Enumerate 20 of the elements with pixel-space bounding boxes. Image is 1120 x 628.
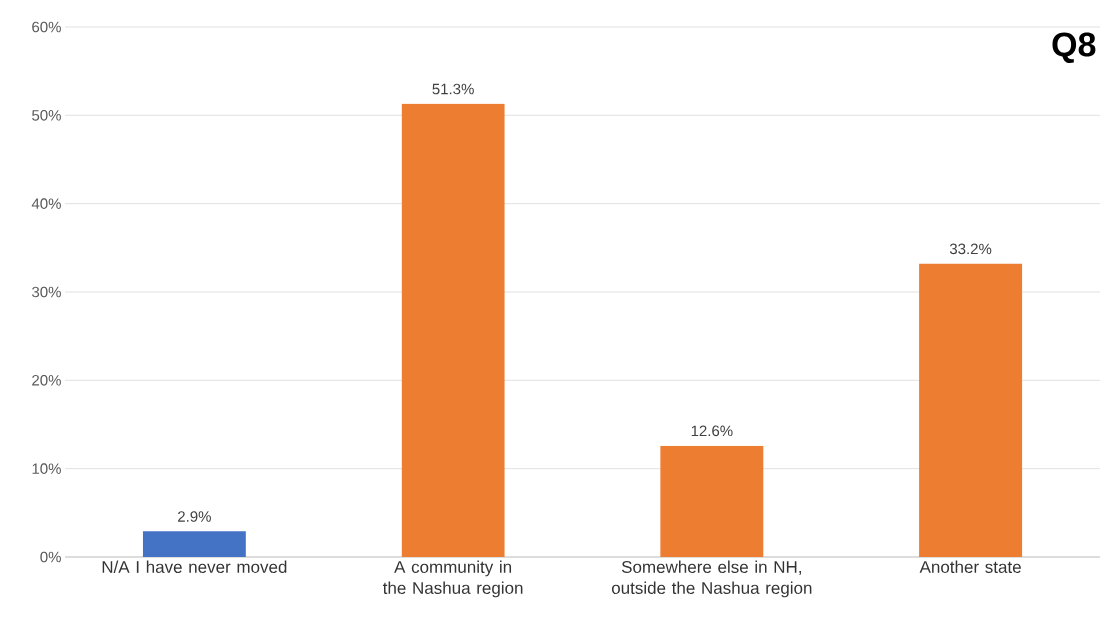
x-tick-label: Another state <box>919 560 1021 574</box>
y-tick-label: 20% <box>32 375 61 386</box>
x-tick-label: Somewhere else in NH, outside the Nashua region <box>611 560 812 598</box>
y-tick-label: 40% <box>31 198 61 209</box>
bar <box>142 531 246 557</box>
chart-title: Q8 <box>1052 32 1096 63</box>
data-label: 12.6% <box>691 425 733 437</box>
data-label: 2.9% <box>178 511 211 522</box>
x-tick-label: A community in the Nashua region <box>382 560 523 598</box>
data-label: 33.2% <box>949 243 992 255</box>
bar <box>919 263 1023 557</box>
y-tick-label: 0% <box>40 551 61 563</box>
data-label: 51.3% <box>432 83 474 95</box>
y-tick-label: 10% <box>32 463 61 474</box>
bar <box>401 103 505 557</box>
y-tick-label: 60% <box>32 21 61 33</box>
x-tick-label: N/A I have never moved <box>102 560 287 574</box>
y-tick-label: 50% <box>32 110 61 121</box>
y-tick-label: 30% <box>32 286 61 298</box>
bar <box>660 445 764 557</box>
